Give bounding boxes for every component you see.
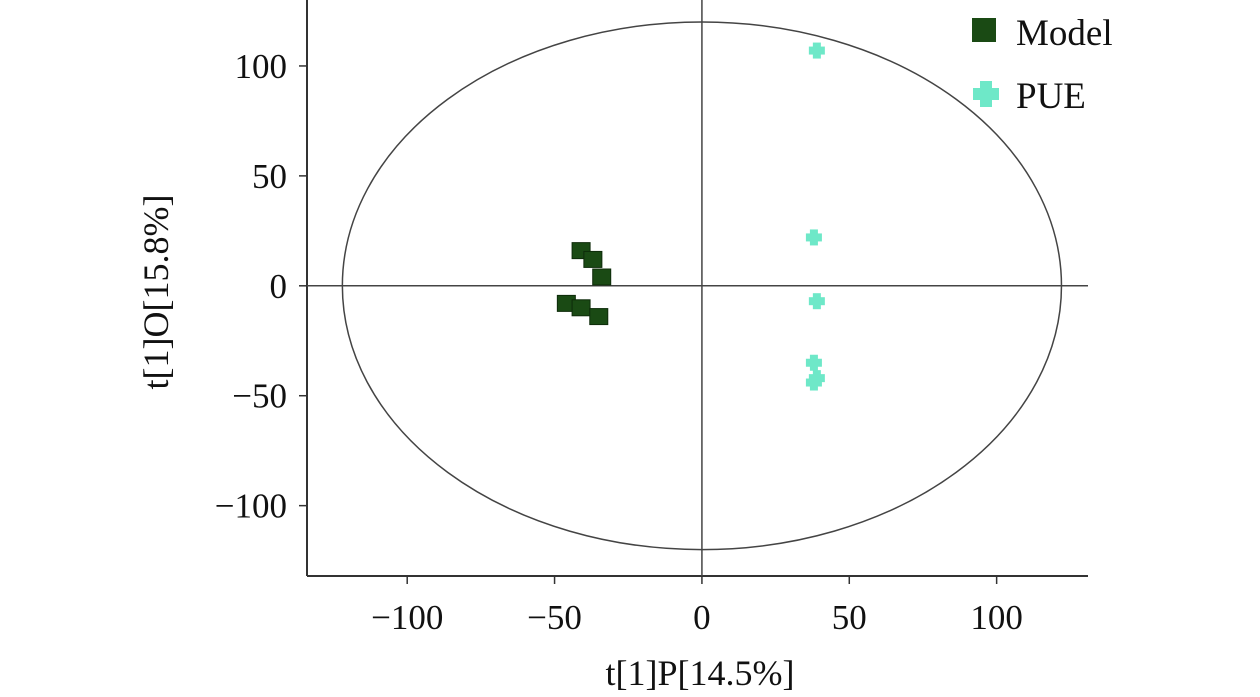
y-tick-label: 0 — [270, 267, 288, 306]
point-pue — [808, 42, 825, 59]
point-model — [571, 299, 591, 317]
legend-swatch-model — [972, 18, 996, 42]
marker-bar-v — [980, 81, 992, 107]
axis-ticks: −100 −50 0 50 100 −100 −50 0 50 100 — [215, 47, 1023, 637]
y-tick-label: 100 — [235, 47, 288, 86]
x-axis-title: t[1]P[14.5%] — [606, 653, 795, 693]
legend-swatch-pue — [973, 81, 999, 107]
x-tick-label: 50 — [832, 598, 867, 637]
point-pue — [805, 374, 822, 391]
y-tick-label: 50 — [252, 157, 287, 196]
point-model — [589, 308, 609, 326]
y-tick-label: −100 — [215, 487, 287, 526]
legend-label-model: Model — [1016, 13, 1113, 54]
x-tick-label: 0 — [693, 598, 711, 637]
y-axis-title: t[1]O[15.8%] — [136, 195, 176, 390]
point-pue — [805, 229, 822, 246]
data-points — [556, 42, 825, 391]
x-tick-label: −50 — [527, 598, 582, 637]
x-tick-label: −100 — [371, 598, 443, 637]
marker-bar-v — [809, 229, 818, 246]
x-tick-label: 100 — [970, 598, 1023, 637]
y-tick-label: −50 — [232, 377, 287, 416]
legend-marker-pue — [973, 81, 999, 107]
legend-marker-model — [972, 18, 996, 42]
marker-bar-v — [809, 374, 818, 391]
marker-bar-v — [812, 293, 821, 310]
point-model — [592, 268, 612, 286]
marker-bar-v — [809, 354, 818, 371]
point-model — [583, 250, 603, 268]
marker-bar-v — [812, 42, 821, 59]
confidence-ellipse — [341, 21, 1063, 551]
plot-area — [306, 0, 1088, 577]
legend-label-pue: PUE — [1016, 76, 1086, 117]
point-pue — [808, 293, 825, 310]
point-pue — [805, 354, 822, 371]
legend: Model PUE — [972, 13, 1113, 117]
